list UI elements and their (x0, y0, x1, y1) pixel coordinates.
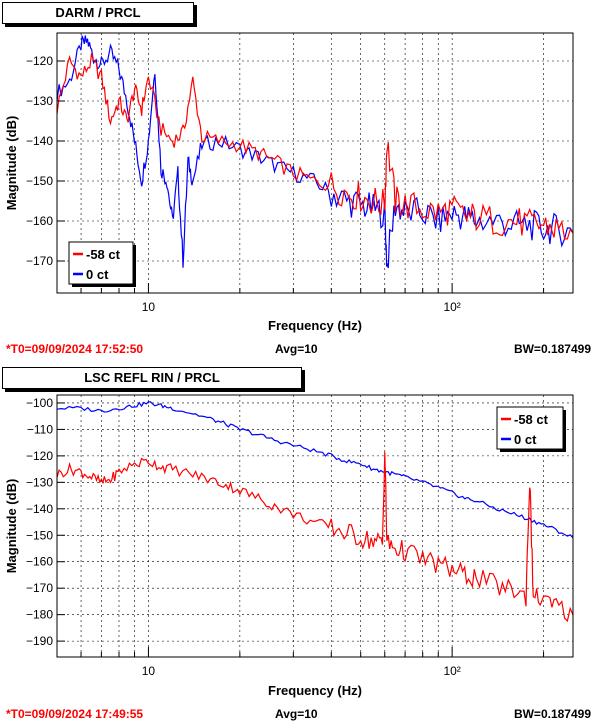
x-tick-label: 10 (142, 300, 156, 314)
y-axis-label: Magnitude (dB) (4, 116, 19, 211)
status-bar-bottom: *T0=09/09/2024 17:49:55 Avg=10 BW=0.1874… (0, 706, 601, 722)
panel-title-lsc-refl-rin-prcl: LSC REFL RIN / PRCL (2, 367, 302, 389)
y-tick-label: −140 (26, 502, 53, 516)
y-tick-label: −190 (26, 634, 53, 648)
plot-area (57, 395, 573, 657)
legend-box (496, 406, 564, 450)
legend-label: -58 ct (86, 247, 121, 262)
status-timestamp: *T0=09/09/2024 17:52:50 (6, 342, 144, 356)
y-tick-label: −100 (26, 396, 53, 410)
y-tick-label: −120 (26, 54, 53, 68)
y-tick-label: −120 (26, 449, 53, 463)
legend-label: -58 ct (514, 412, 549, 427)
status-bandwidth: BW=0.187499 (513, 707, 591, 721)
legend: -58 ct 0 ct (496, 406, 566, 452)
series-line-0-ct (57, 401, 573, 539)
x-tick-label: 10² (443, 300, 460, 314)
status-bandwidth: BW=0.187499 (513, 342, 591, 356)
plot-frame (56, 394, 574, 658)
plot-area (57, 33, 573, 293)
y-tick-label: −150 (26, 174, 53, 188)
status-bar-top: *T0=09/09/2024 17:52:50 Avg=10 BW=0.1874… (0, 341, 601, 357)
panel-title-darm-prcl: DARM / PRCL (2, 2, 194, 24)
status-averages: Avg=10 (275, 342, 318, 356)
chart-darm-prcl: −120 −130 −140 −150 −160 −170 10 10² Frequency (… (4, 32, 574, 333)
series-line--58-ct (57, 451, 573, 623)
y-tick-label: −180 (26, 608, 53, 622)
chart-lsc-refl-rin-prcl: −100 −110 −120 −130 −140 −150 −160 −170 −180 −190… (4, 394, 574, 698)
y-axis-label: Magnitude (dB) (4, 479, 19, 574)
y-tick-label: −150 (26, 528, 53, 542)
x-axis-label: Frequency (Hz) (268, 318, 362, 333)
y-tick-label: −140 (26, 134, 53, 148)
legend-label: 0 ct (514, 432, 537, 447)
legend: -58 ct 0 ct (68, 241, 136, 287)
x-axis-label: Frequency (Hz) (268, 683, 362, 698)
status-timestamp: *T0=09/09/2024 17:49:55 (6, 707, 144, 721)
legend-box (68, 241, 134, 285)
legend-label: 0 ct (86, 267, 109, 282)
y-tick-label: −110 (27, 422, 53, 436)
y-tick-label: −170 (26, 254, 53, 268)
plot-frame (56, 32, 574, 294)
y-tick-label: −130 (26, 94, 53, 108)
x-tick-label: 10 (142, 664, 156, 678)
y-tick-label: −160 (26, 214, 53, 228)
y-tick-label: −160 (26, 555, 53, 569)
series-line-0-ct (57, 34, 573, 269)
x-tick-label: 10² (443, 664, 460, 678)
status-averages: Avg=10 (275, 707, 318, 721)
y-tick-label: −130 (26, 475, 53, 489)
series-line--58-ct (57, 53, 573, 240)
y-tick-label: −170 (26, 581, 53, 595)
